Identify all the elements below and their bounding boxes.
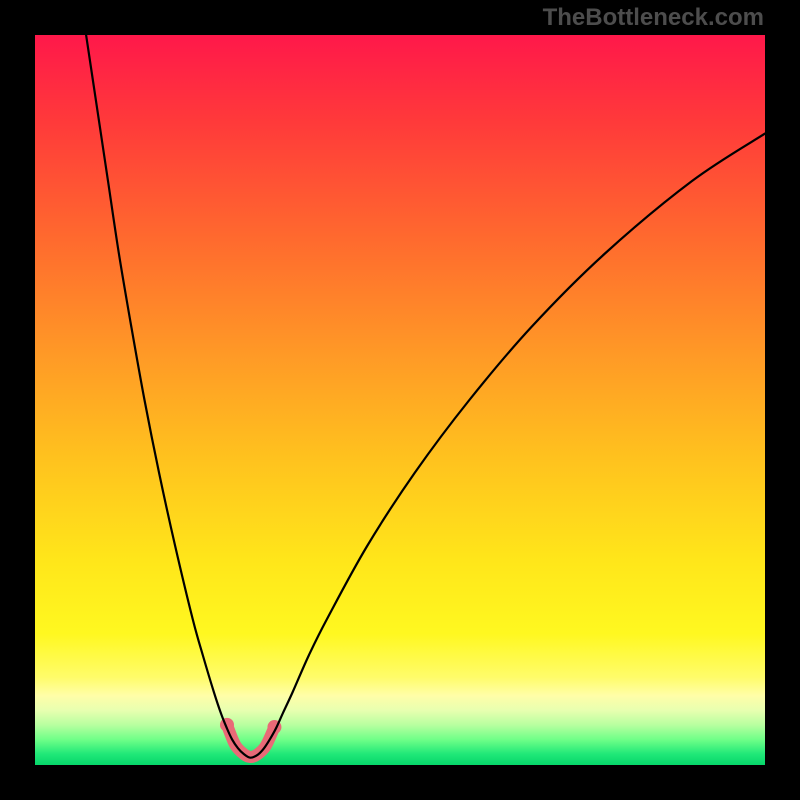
chart-frame: TheBottleneck.com — [0, 0, 800, 800]
curves-layer — [0, 0, 800, 800]
watermark-text: TheBottleneck.com — [543, 4, 764, 32]
bottleneck-curve — [86, 35, 765, 758]
